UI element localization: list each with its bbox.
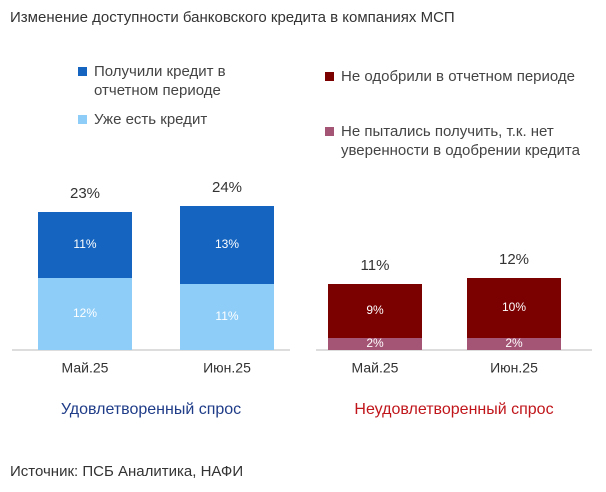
total-label: 23% <box>70 185 100 202</box>
legend-item: Уже есть кредит <box>78 110 268 129</box>
legend-label: Уже есть кредит <box>94 111 208 128</box>
value-label: 12% <box>73 306 97 320</box>
value-label: 13% <box>215 237 239 251</box>
legend-swatch <box>325 127 334 136</box>
x-axis-label: Неудовлетворенный спрос <box>354 401 553 418</box>
x-tick-label: Июн.25 <box>203 360 251 376</box>
x-tick-label: Июн.25 <box>490 360 538 376</box>
source: Источник: ПСБ Аналитика, НАФИ <box>10 463 243 480</box>
bar-segment <box>180 206 274 284</box>
total-label: 11% <box>361 257 390 274</box>
chart-title: Изменение доступности банковского кредит… <box>10 9 455 26</box>
total-label: 12% <box>499 251 529 268</box>
bar-segment <box>467 278 561 338</box>
value-label: 2% <box>505 336 523 350</box>
bar-segment <box>180 284 274 350</box>
value-label: 10% <box>502 300 526 314</box>
legend-item: Получили кредит в отчетном периоде <box>78 62 268 100</box>
bar-segment <box>328 338 422 350</box>
legend-swatch <box>325 72 334 81</box>
bar-segment <box>467 338 561 350</box>
bar-segment <box>38 278 132 350</box>
legend-label: Не одобрили в отчетном периоде <box>341 68 576 85</box>
total-label: 24% <box>212 179 242 196</box>
x-axis-label: Удовлетворенный спрос <box>61 401 241 418</box>
legend: Получили кредит в отчетном периоде Уже ес… <box>78 62 268 139</box>
bar-segment <box>328 284 422 338</box>
x-tick-label: Май.25 <box>62 360 109 376</box>
value-label: 9% <box>366 303 384 317</box>
legend-item: Не одобрили в отчетном периоде <box>325 67 595 86</box>
bar-segment <box>38 212 132 278</box>
legend-item: Не пытались получить, т.к. нет увереннос… <box>325 122 595 160</box>
value-label: 11% <box>215 309 238 323</box>
legend-swatch <box>78 67 87 76</box>
x-tick-label: Май.25 <box>352 360 399 376</box>
legend-swatch <box>78 115 87 124</box>
legend-label: Не пытались получить, т.к. нет увереннос… <box>341 123 580 159</box>
legend-label: Получили кредит в отчетном периоде <box>94 63 226 99</box>
value-label: 11% <box>73 237 96 251</box>
value-label: 2% <box>366 336 384 350</box>
legend: Не одобрили в отчетном периоде Не пыталис… <box>325 67 595 170</box>
